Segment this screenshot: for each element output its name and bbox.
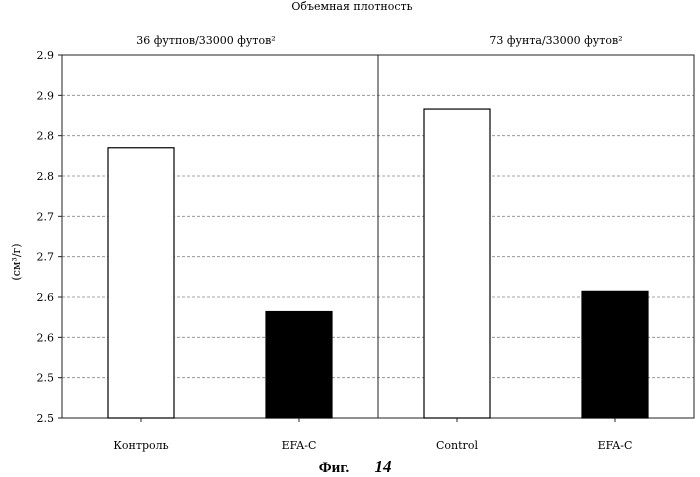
y-tick-label: 2.8 (37, 170, 55, 183)
x-category-label: EFA-C (598, 439, 633, 452)
y-tick-label: 2.9 (37, 89, 55, 102)
figure-caption: Фиг. 14 (319, 457, 392, 476)
x-category-label: Контроль (113, 439, 168, 452)
y-tick-label: 2.6 (37, 331, 55, 344)
y-axis-ticks: 2.5 2.5 2.6 2.6 2.7 2.7 2.8 2.8 2.9 2.9 (37, 49, 63, 425)
group-label: 73 фунта/33000 футов² (489, 34, 622, 47)
figure-caption-prefix: Фиг. (319, 460, 350, 476)
y-tick-label: 2.9 (37, 49, 55, 62)
y-tick-label: 2.8 (37, 130, 55, 143)
y-tick-label: 2.7 (37, 251, 55, 264)
y-tick-label: 2.7 (37, 210, 55, 223)
figure-caption-number: 14 (375, 457, 392, 476)
y-axis-label: (см³/г) (10, 243, 23, 280)
bar-3 (424, 109, 490, 418)
y-tick-label: 2.6 (37, 291, 55, 304)
bar-4 (582, 291, 648, 418)
y-tick-label: 2.5 (37, 412, 55, 425)
group-label: 36 футпов/33000 футов² (136, 34, 275, 47)
x-category-label: EFA-C (282, 439, 317, 452)
bar-2 (266, 312, 332, 418)
x-axis-labels: Контроль EFA-C Control EFA-C (113, 418, 632, 452)
group-labels: 36 футпов/33000 футов² 73 фунта/33000 фут… (136, 34, 622, 47)
y-tick-label: 2.5 (37, 372, 55, 385)
bar-1 (108, 148, 174, 418)
chart-title: Объемная плотность (291, 0, 412, 13)
x-category-label: Control (436, 439, 478, 452)
